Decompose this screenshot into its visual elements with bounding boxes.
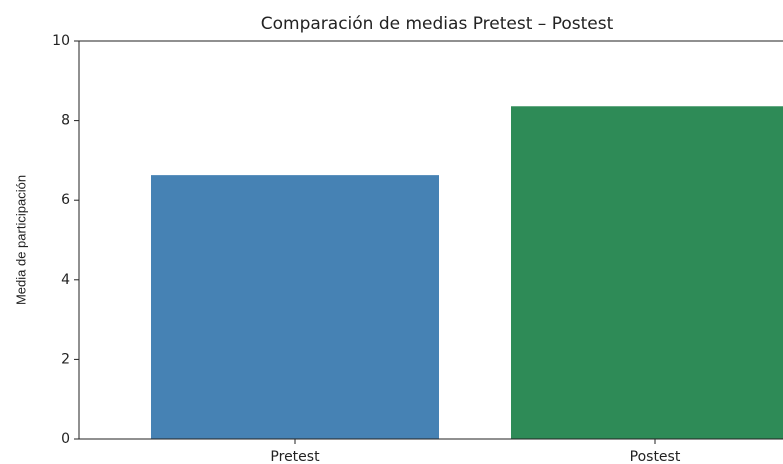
y-tick-label: 4 xyxy=(61,272,70,288)
y-tick-label: 0 xyxy=(61,431,70,447)
bar xyxy=(151,175,439,439)
y-tick-label: 8 xyxy=(61,113,70,129)
x-tick-label: Postest xyxy=(630,449,681,464)
bar xyxy=(511,106,783,439)
y-axis-label: Media de participación xyxy=(13,175,28,305)
y-tick-label: 10 xyxy=(52,33,70,49)
y-tick-label: 6 xyxy=(61,192,70,208)
x-tick-label: Pretest xyxy=(270,449,320,464)
chart-title: Comparación de medias Pretest – Postest xyxy=(261,14,614,34)
y-tick-label: 2 xyxy=(61,351,70,367)
